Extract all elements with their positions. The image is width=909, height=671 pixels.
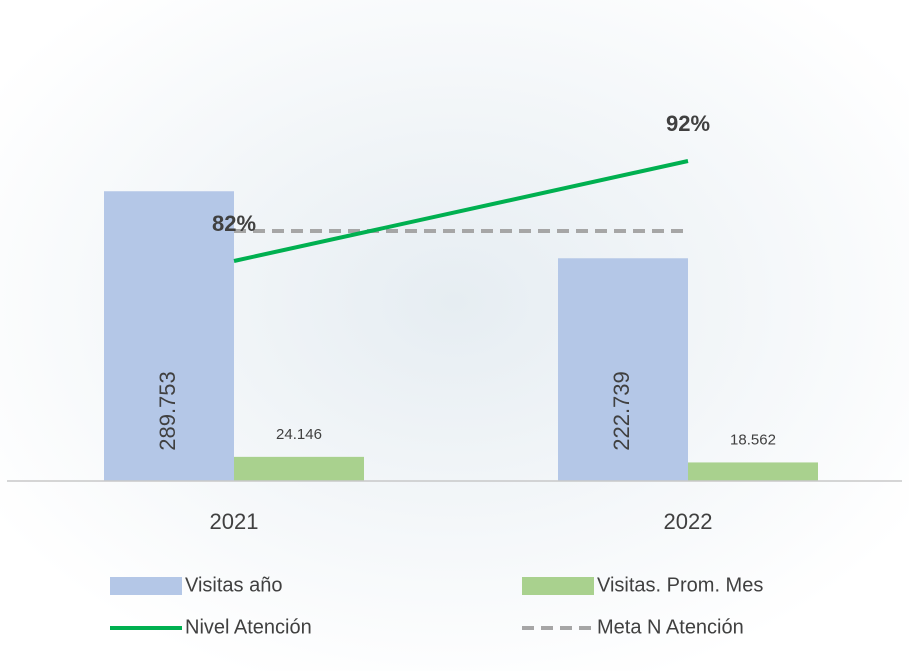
bar-value-label: 18.562 — [730, 431, 776, 448]
legend-label: Visitas. Prom. Mes — [597, 574, 763, 596]
chart: 289.753 222.739 24.146 18.562 2021 2022 82% 92%… — [0, 0, 909, 671]
line-value-label: 82% — [212, 211, 256, 236]
bar — [688, 462, 818, 481]
x-tick-label: 2021 — [210, 509, 259, 534]
legend-swatch — [110, 577, 182, 595]
bar — [234, 457, 364, 481]
bar-value-label: 24.146 — [276, 426, 322, 443]
bar-value-label: 289.753 — [155, 371, 180, 451]
legend-label: Visitas año — [185, 574, 282, 596]
x-tick-label: 2022 — [664, 509, 713, 534]
line-value-label: 92% — [666, 111, 710, 136]
bar-value-label: 222.739 — [609, 371, 634, 451]
legend-swatch — [522, 577, 594, 595]
legend-label: Nivel Atención — [185, 616, 312, 638]
legend-label: Meta N Atención — [597, 616, 744, 638]
